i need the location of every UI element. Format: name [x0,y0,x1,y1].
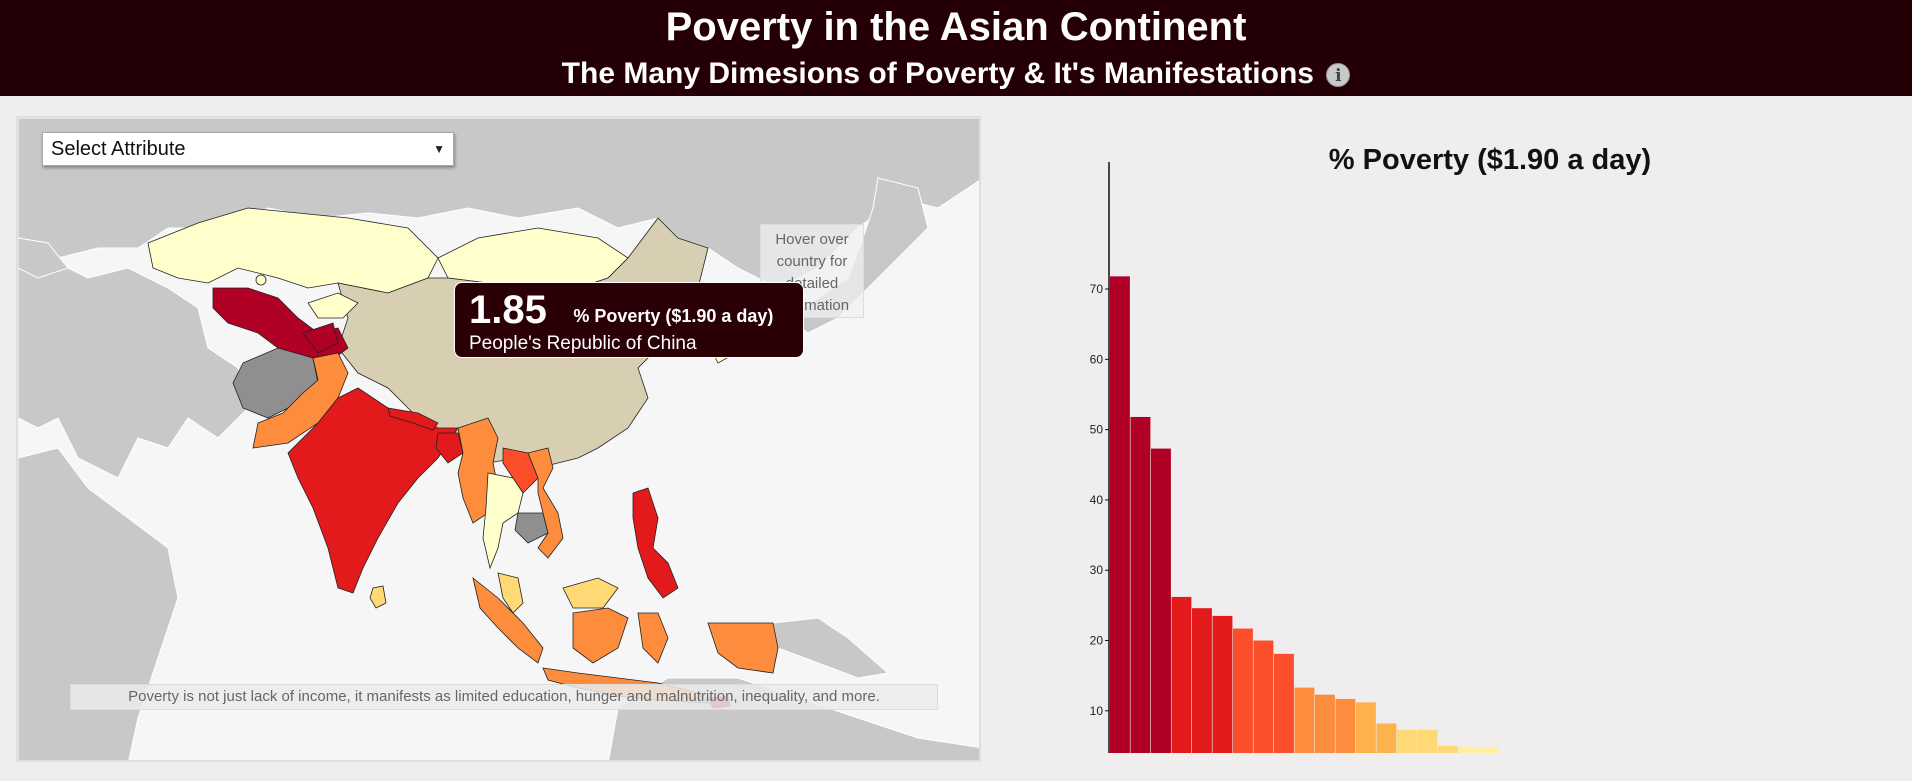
y-axis: 10 20 30 40 50 60 70 [1090,162,1110,753]
map-caption: Poverty is not just lack of income, it m… [70,684,938,710]
bar[interactable] [1294,687,1315,753]
chart-panel: % Poverty ($1.90 a day) 10 20 30 40 50 60 70 [1000,116,1912,776]
country-indonesia-sumatra[interactable] [472,576,544,664]
land-africa [18,447,179,760]
attribute-select[interactable]: Select Attribute ▼ [42,132,454,166]
page-header: Poverty in the Asian Continent The Many … [0,0,1912,96]
y-tick-label: 30 [1090,563,1104,577]
y-tick-label: 50 [1090,423,1104,437]
country-malaysia[interactable] [497,572,619,614]
bar[interactable] [1356,702,1376,753]
select-value: Select Attribute [51,138,186,160]
subtitle-text: The Many Dimesions of Poverty & It's Man… [561,57,1314,90]
bar[interactable] [1253,640,1274,753]
bar[interactable] [1274,653,1294,753]
bar[interactable] [1376,723,1397,753]
land-middle-east [18,257,249,479]
y-tick-label: 20 [1090,634,1104,648]
y-tick-label: 10 [1090,704,1104,718]
tooltip-country: People's Republic of China [469,333,697,354]
bars [1110,276,1499,753]
page-subtitle: The Many Dimesions of Poverty & It's Man… [0,54,1912,94]
country-pakistan[interactable] [252,352,349,449]
bar[interactable] [1110,276,1130,753]
bar[interactable] [1212,615,1233,753]
country-mongolia[interactable] [437,227,629,289]
bar[interactable] [1417,729,1438,753]
bar[interactable] [1458,746,1479,753]
country-kyrgyzstan[interactable] [307,292,359,319]
bar[interactable] [1315,694,1335,753]
bar[interactable] [1171,596,1192,753]
country-indonesia-borneo[interactable] [572,607,629,664]
y-tick-label: 40 [1090,493,1104,507]
tooltip-value: 1.85 [469,288,547,332]
hover-hint-line-1: Hover over [775,231,849,248]
info-icon[interactable]: i [1326,63,1351,88]
bar[interactable] [1397,729,1417,753]
map-panel: Select Attribute ▼ Hover over country fo… [16,116,981,762]
country-tooltip: 1.85 % Poverty ($1.90 a day) People's Re… [454,282,804,358]
chevron-down-icon: ▼ [433,142,445,156]
page-title: Poverty in the Asian Continent [665,5,1247,49]
asia-map [18,118,979,760]
y-tick-label: 60 [1090,352,1104,366]
bar[interactable] [1130,416,1151,753]
country-nepal[interactable] [387,407,439,431]
hover-hint-line-2: country for [776,253,848,270]
country-sri-lanka[interactable] [369,585,387,609]
bar[interactable] [1479,747,1499,753]
y-tick-label: 70 [1090,282,1104,296]
country-tajikistan[interactable] [302,322,339,354]
bar[interactable] [1335,698,1356,753]
country-cambodia[interactable] [514,512,549,544]
bar[interactable] [1438,745,1458,753]
country-thailand[interactable] [482,472,524,570]
tooltip-attribute: % Poverty ($1.90 a day) [573,306,774,326]
country-bangladesh[interactable] [435,432,464,464]
country-indonesia-sulawesi[interactable] [637,612,669,664]
bar[interactable] [1233,628,1253,753]
land-png [772,617,890,679]
country-philippines[interactable] [632,487,679,599]
land-west-corner [18,237,69,279]
country-vietnam[interactable] [527,447,564,559]
country-indonesia-papua[interactable] [707,622,779,674]
lake-aral [255,274,267,286]
bar-chart: 10 20 30 40 50 60 70 [1090,162,1499,753]
bar[interactable] [1192,608,1212,753]
bar[interactable] [1151,448,1171,753]
chart-title: % Poverty ($1.90 a day) [1328,144,1652,176]
